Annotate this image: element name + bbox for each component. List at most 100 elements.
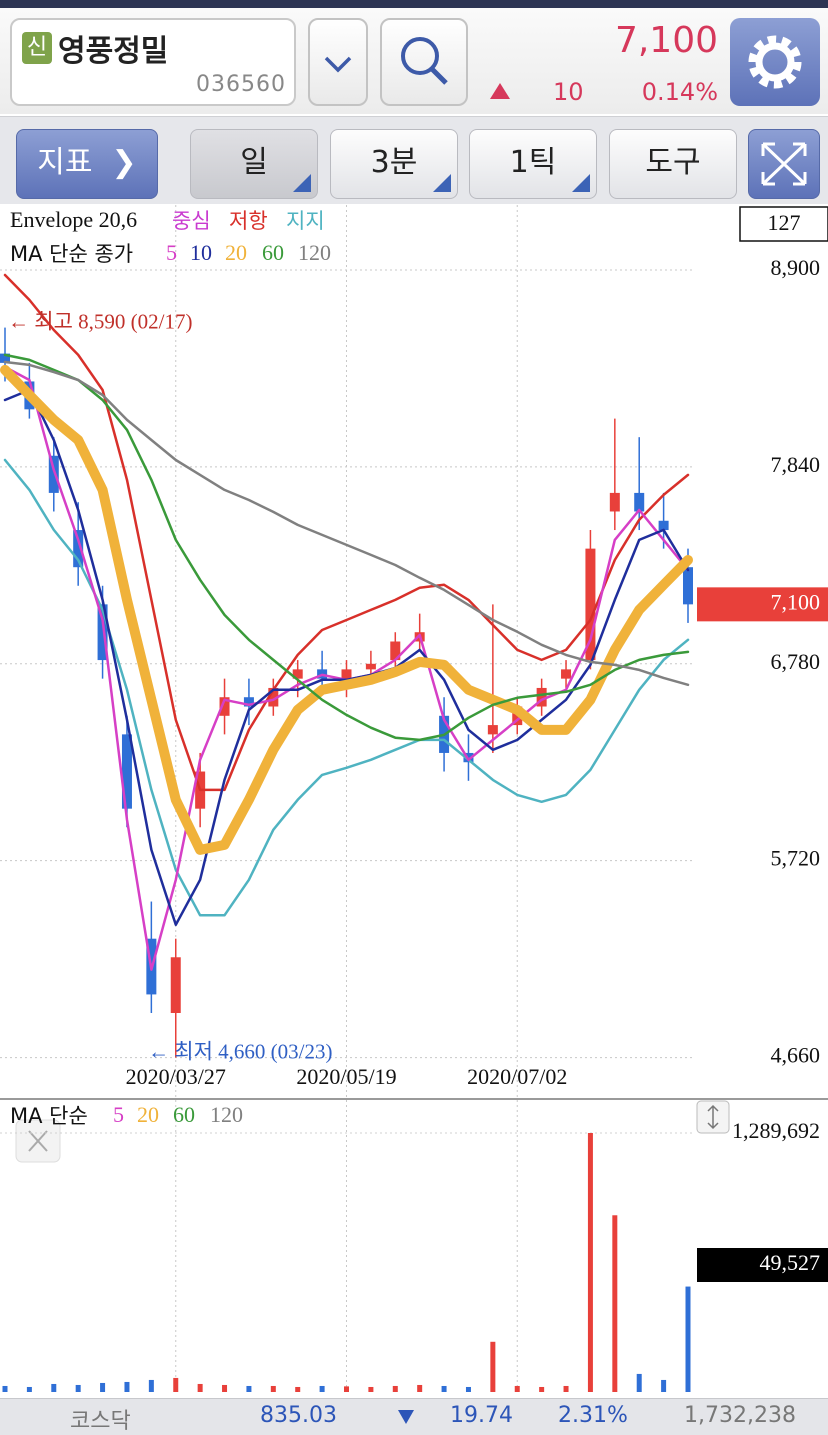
stock-name: 영풍정밀 <box>58 34 169 69</box>
candle-body <box>121 734 132 809</box>
current-volume-box <box>697 1248 828 1282</box>
scale-icon <box>707 1104 719 1130</box>
volume-bar <box>222 1384 228 1392</box>
market-bar: 코스닥 835.03 19.74 2.31% 1,732,238 <box>0 1398 828 1435</box>
minute-button[interactable]: 3분 <box>330 129 458 199</box>
volume-bar <box>612 1215 618 1392</box>
x-tick-label: 2020/03/27 <box>126 1064 226 1089</box>
header: 신 영풍정밀 036560 7,100 10 0.14% <box>0 8 828 114</box>
chevron-icon <box>324 56 352 73</box>
stock-code: 036560 <box>196 72 286 97</box>
y-tick-label: 6,780 <box>771 649 821 674</box>
ma-line <box>3 360 690 687</box>
button-label: 도구 <box>645 145 701 180</box>
indicator-button[interactable]: 지표 ❯ <box>16 129 158 199</box>
volume-bar <box>539 1386 545 1392</box>
legend-item: 저항 <box>229 209 268 233</box>
candle-body <box>365 663 376 670</box>
candle-body <box>268 687 279 707</box>
legend-item: 지지 <box>286 209 325 233</box>
annotation: ← 최저 4,660 (03/23) <box>148 1039 332 1063</box>
candle-body <box>634 492 645 512</box>
index-name: 코스닥 <box>70 1409 131 1434</box>
candle-count: 127 <box>768 210 801 235</box>
status-bar <box>0 0 828 8</box>
annotation: ← 최고 8,590 (02/17) <box>8 309 192 333</box>
button-label: 일 <box>240 145 268 180</box>
gear-icon <box>748 35 802 89</box>
legend-item: 20 <box>225 240 247 265</box>
volume-bar <box>392 1385 398 1392</box>
expand-icon <box>761 142 807 186</box>
panel-divider <box>0 1098 828 1100</box>
search-icon <box>401 37 448 85</box>
y-tick-label: 8,900 <box>771 255 821 280</box>
candle-body <box>683 567 693 605</box>
down-arrow-icon <box>398 1410 414 1424</box>
price-change-pct: 0.14% <box>641 78 718 106</box>
candle-body <box>658 520 669 531</box>
volume-bar <box>124 1381 130 1392</box>
toolbar: 지표 ❯ 일 3분 1틱 도구 <box>0 116 828 204</box>
stock-selector[interactable]: 신 영풍정밀 036560 <box>10 18 296 106</box>
legend-title: Envelope 20,6 <box>10 207 137 232</box>
volume-bar <box>636 1373 642 1392</box>
indicator-label: 지표 <box>37 145 93 180</box>
volume-bar <box>490 1341 496 1392</box>
count-box <box>739 206 828 242</box>
legend-item: 60 <box>262 240 284 265</box>
volume-bar <box>246 1385 252 1392</box>
candle-body <box>219 697 230 716</box>
tools-button[interactable]: 도구 <box>609 129 737 199</box>
volume-bar <box>465 1386 471 1392</box>
y-tick-label: 7,840 <box>771 452 821 477</box>
legend-item: 10 <box>190 240 212 265</box>
search-button[interactable] <box>380 18 468 106</box>
price-change: 10 <box>553 78 584 106</box>
settings-button[interactable] <box>730 18 820 106</box>
legend-title: MA 단순 <box>10 1104 88 1128</box>
current-price-box <box>697 587 828 622</box>
candle-body <box>561 669 572 679</box>
candle-body <box>48 455 59 493</box>
volume-bar <box>514 1385 520 1392</box>
volume-bar <box>344 1386 349 1392</box>
dropdown-button[interactable] <box>308 18 368 106</box>
button-label: 1틱 <box>509 145 557 180</box>
tick-button[interactable]: 1틱 <box>469 129 597 199</box>
up-arrow-icon <box>490 83 510 99</box>
legend-item: 20 <box>137 1102 159 1127</box>
candle-body <box>292 669 303 679</box>
candle-body <box>487 725 498 735</box>
ma-line <box>3 353 690 742</box>
candle-body <box>341 669 352 679</box>
y-tick-label: 4,660 <box>771 1043 821 1068</box>
volume-bar <box>587 1133 593 1392</box>
volume-bar <box>2 1385 8 1392</box>
volume-bar <box>173 1377 179 1392</box>
volume-bar <box>197 1383 203 1392</box>
y-tick-label: 1,289,692 <box>732 1118 820 1143</box>
volume-bar <box>26 1386 32 1392</box>
volume-bar <box>417 1384 423 1392</box>
volume-bar <box>441 1385 447 1392</box>
candle-body <box>390 641 401 661</box>
index-change-pct: 2.31% <box>558 1403 628 1428</box>
candle-body <box>585 548 596 661</box>
candle-body <box>609 492 620 512</box>
volume-bar <box>100 1382 106 1392</box>
expand-button[interactable] <box>748 129 820 199</box>
period-button[interactable]: 일 <box>190 129 318 199</box>
current-price-label: 7,100 <box>771 589 821 614</box>
candle-body <box>243 697 254 707</box>
ma-line <box>3 273 690 792</box>
volume-bar <box>563 1385 569 1392</box>
volume-bar <box>368 1386 374 1392</box>
legend-item: 60 <box>173 1102 195 1127</box>
badge: 신 <box>22 32 52 64</box>
ma-line <box>0 364 693 855</box>
volume-bar <box>270 1385 276 1392</box>
volume-bar <box>661 1379 667 1392</box>
